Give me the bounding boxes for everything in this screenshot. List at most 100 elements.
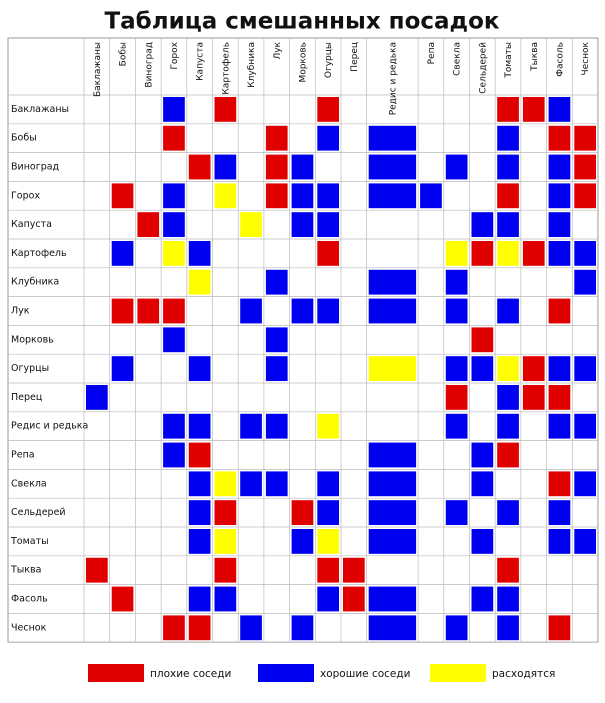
cell [111, 356, 134, 381]
cell [188, 615, 211, 641]
cell [574, 356, 596, 381]
cell [317, 500, 339, 525]
row-label: Баклажаны [11, 104, 69, 115]
cell [111, 298, 134, 324]
cell [574, 471, 596, 497]
cell [497, 586, 519, 612]
cell [214, 500, 237, 525]
row-label: Свекла [11, 478, 47, 489]
cell [188, 241, 211, 266]
cell [240, 298, 262, 324]
cell [188, 529, 211, 554]
cell [471, 212, 494, 237]
row-label: Огурцы [11, 363, 49, 374]
cell [240, 471, 262, 497]
cell [265, 356, 288, 381]
cell [291, 183, 314, 209]
cell [497, 212, 519, 237]
cell [574, 413, 596, 439]
cell [522, 356, 545, 381]
cell [445, 298, 468, 324]
cell [265, 183, 288, 209]
cell [497, 183, 519, 209]
cell [163, 298, 185, 324]
cell [445, 500, 468, 525]
cell [445, 269, 468, 295]
cell [368, 183, 417, 209]
cell [368, 125, 417, 151]
cell [445, 615, 468, 641]
cell [86, 385, 108, 410]
column-header: Перец [350, 42, 360, 72]
cell [188, 269, 211, 295]
cell [163, 615, 185, 641]
row-label: Морковь [11, 334, 54, 345]
cell [291, 298, 314, 324]
cell [368, 154, 417, 180]
cell [445, 154, 468, 180]
cell [548, 183, 571, 209]
cell [497, 97, 519, 122]
row-label: Клубника [11, 277, 59, 288]
cell [163, 413, 185, 439]
row-label: Томаты [10, 536, 49, 547]
cell [317, 557, 339, 583]
cell [471, 327, 494, 353]
cell [265, 327, 288, 353]
cell [188, 586, 211, 612]
cell [497, 413, 519, 439]
cell [471, 442, 494, 468]
legend-swatch [258, 664, 314, 682]
cell [86, 557, 108, 583]
cell [548, 615, 571, 641]
cell [317, 586, 339, 612]
cell [317, 241, 339, 266]
cell [240, 212, 262, 237]
cell [317, 97, 339, 122]
cell [548, 298, 571, 324]
cell [111, 586, 134, 612]
cell [548, 212, 571, 237]
cell [522, 385, 545, 410]
cell [548, 97, 571, 122]
cell [548, 529, 571, 554]
cell [497, 615, 519, 641]
row-label: Чеснок [11, 622, 47, 633]
cell [548, 241, 571, 266]
cell [265, 471, 288, 497]
cell [471, 471, 494, 497]
cell [368, 586, 417, 612]
row-label: Горох [11, 190, 40, 201]
cell [317, 298, 339, 324]
cell [471, 356, 494, 381]
cell [137, 212, 160, 237]
cell [317, 125, 339, 151]
cell [548, 471, 571, 497]
column-header: Горох [170, 41, 180, 69]
cell [445, 413, 468, 439]
column-header: Картофель [221, 42, 231, 95]
column-header: Баклажаны [93, 42, 103, 97]
cell [497, 298, 519, 324]
cell [548, 154, 571, 180]
cell [214, 154, 237, 180]
cell [214, 586, 237, 612]
legend-swatch [430, 664, 486, 682]
cell [574, 269, 596, 295]
row-label: Капуста [11, 219, 52, 230]
cell [163, 125, 185, 151]
cell [214, 529, 237, 554]
cell [188, 500, 211, 525]
row-label: Картофель [11, 248, 67, 259]
cell [137, 298, 160, 324]
cell [574, 241, 596, 266]
cell [214, 557, 237, 583]
column-header: Огурцы [324, 42, 334, 78]
cell [188, 413, 211, 439]
cell [471, 586, 494, 612]
column-header: Чеснок [581, 41, 591, 75]
cell [445, 356, 468, 381]
cell [368, 500, 417, 525]
column-header: Тыква [530, 42, 540, 72]
